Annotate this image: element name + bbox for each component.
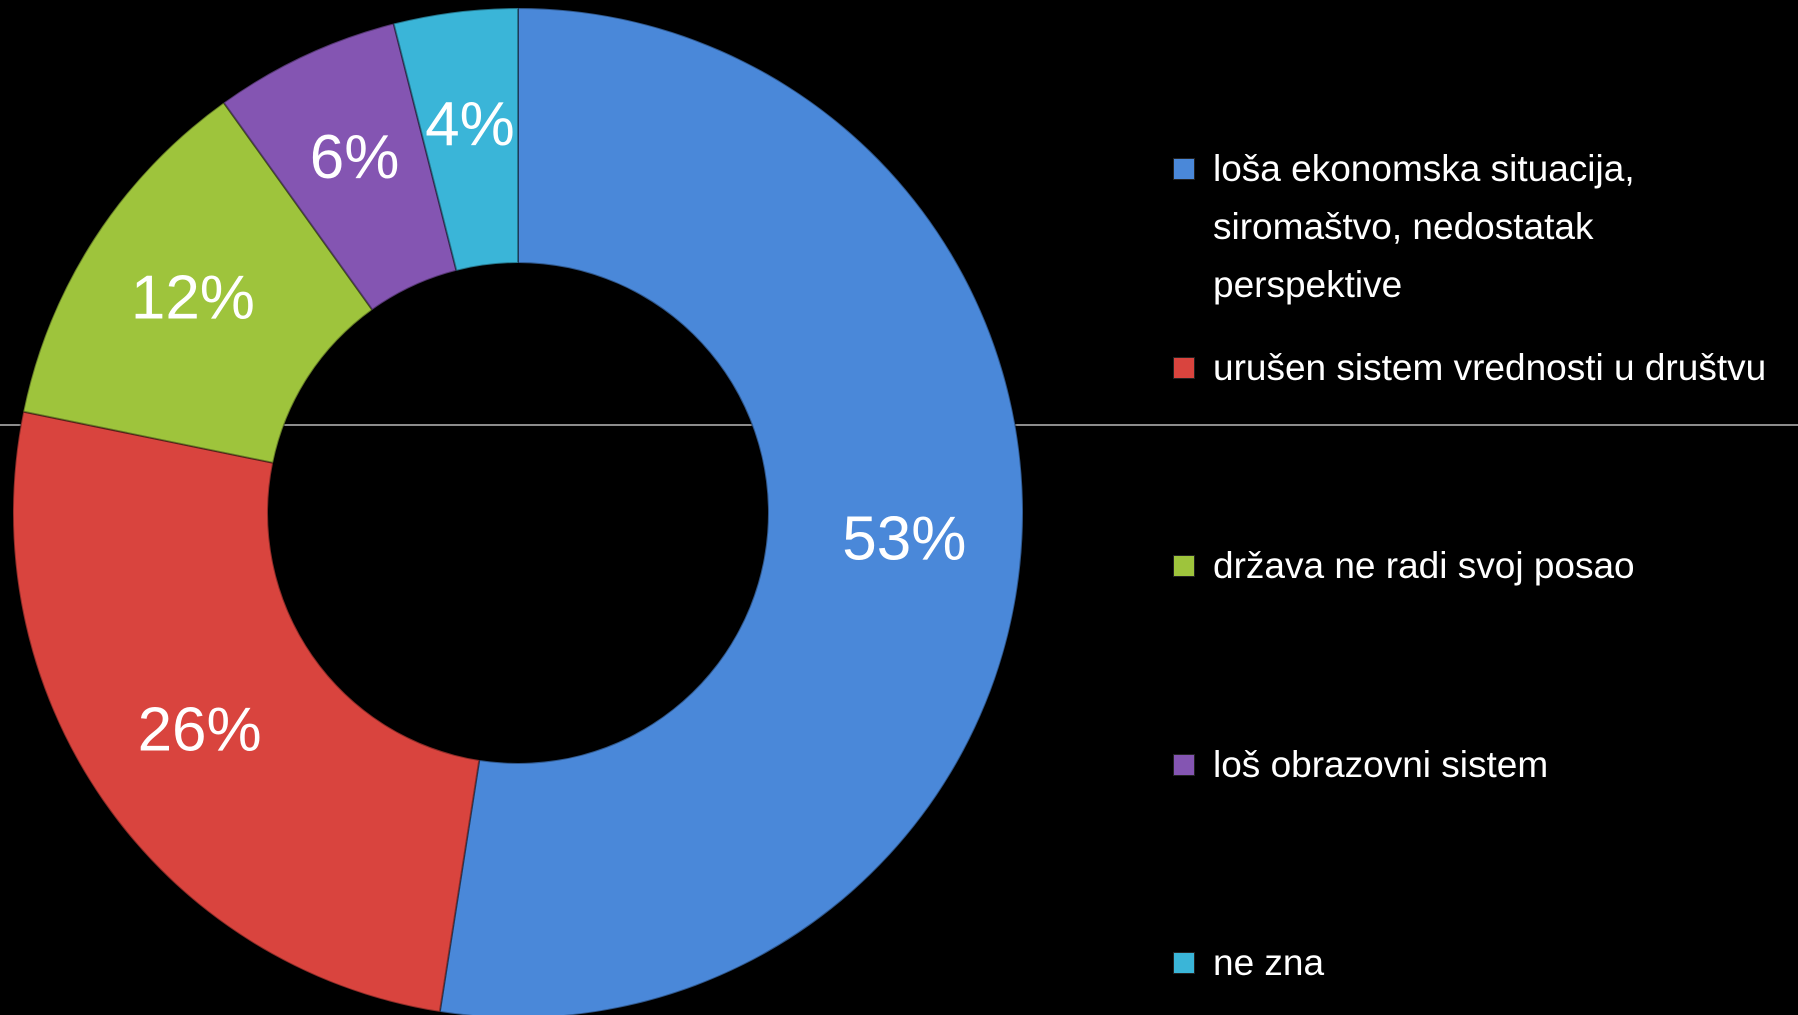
legend-label: urušen sistem vrednosti u društvu	[1213, 347, 1767, 388]
legend-item: loša ekonomska situacija, siromaštvo, ne…	[1173, 140, 1773, 314]
donut-slice	[222, 22, 458, 312]
legend-label: loš obrazovni sistem	[1213, 744, 1549, 785]
legend-swatch	[1173, 357, 1195, 379]
legend-item: loš obrazovni sistem	[1173, 736, 1773, 794]
donut-slice	[392, 6, 519, 272]
donut-slice	[438, 6, 1024, 1015]
legend-item: ne zna	[1173, 934, 1773, 992]
legend-swatch	[1173, 754, 1195, 776]
legend-label: ne zna	[1213, 942, 1325, 983]
slice-label: 53%	[842, 504, 966, 573]
donut-slice	[22, 101, 374, 464]
legend-label: loša ekonomska situacija, siromaštvo, ne…	[1213, 148, 1635, 305]
legend-label: država ne radi svoj posao	[1213, 545, 1635, 586]
legend-swatch	[1173, 952, 1195, 974]
legend-item: urušen sistem vrednosti u društvu	[1173, 339, 1773, 397]
legend-swatch	[1173, 555, 1195, 577]
slice-label: 4%	[425, 90, 515, 159]
legend-swatch	[1173, 158, 1195, 180]
slice-label: 12%	[131, 263, 255, 332]
legend-item: država ne radi svoj posao	[1173, 537, 1773, 595]
slice-label: 26%	[138, 695, 262, 764]
donut-slice	[12, 410, 481, 1014]
slice-label: 6%	[310, 123, 400, 192]
